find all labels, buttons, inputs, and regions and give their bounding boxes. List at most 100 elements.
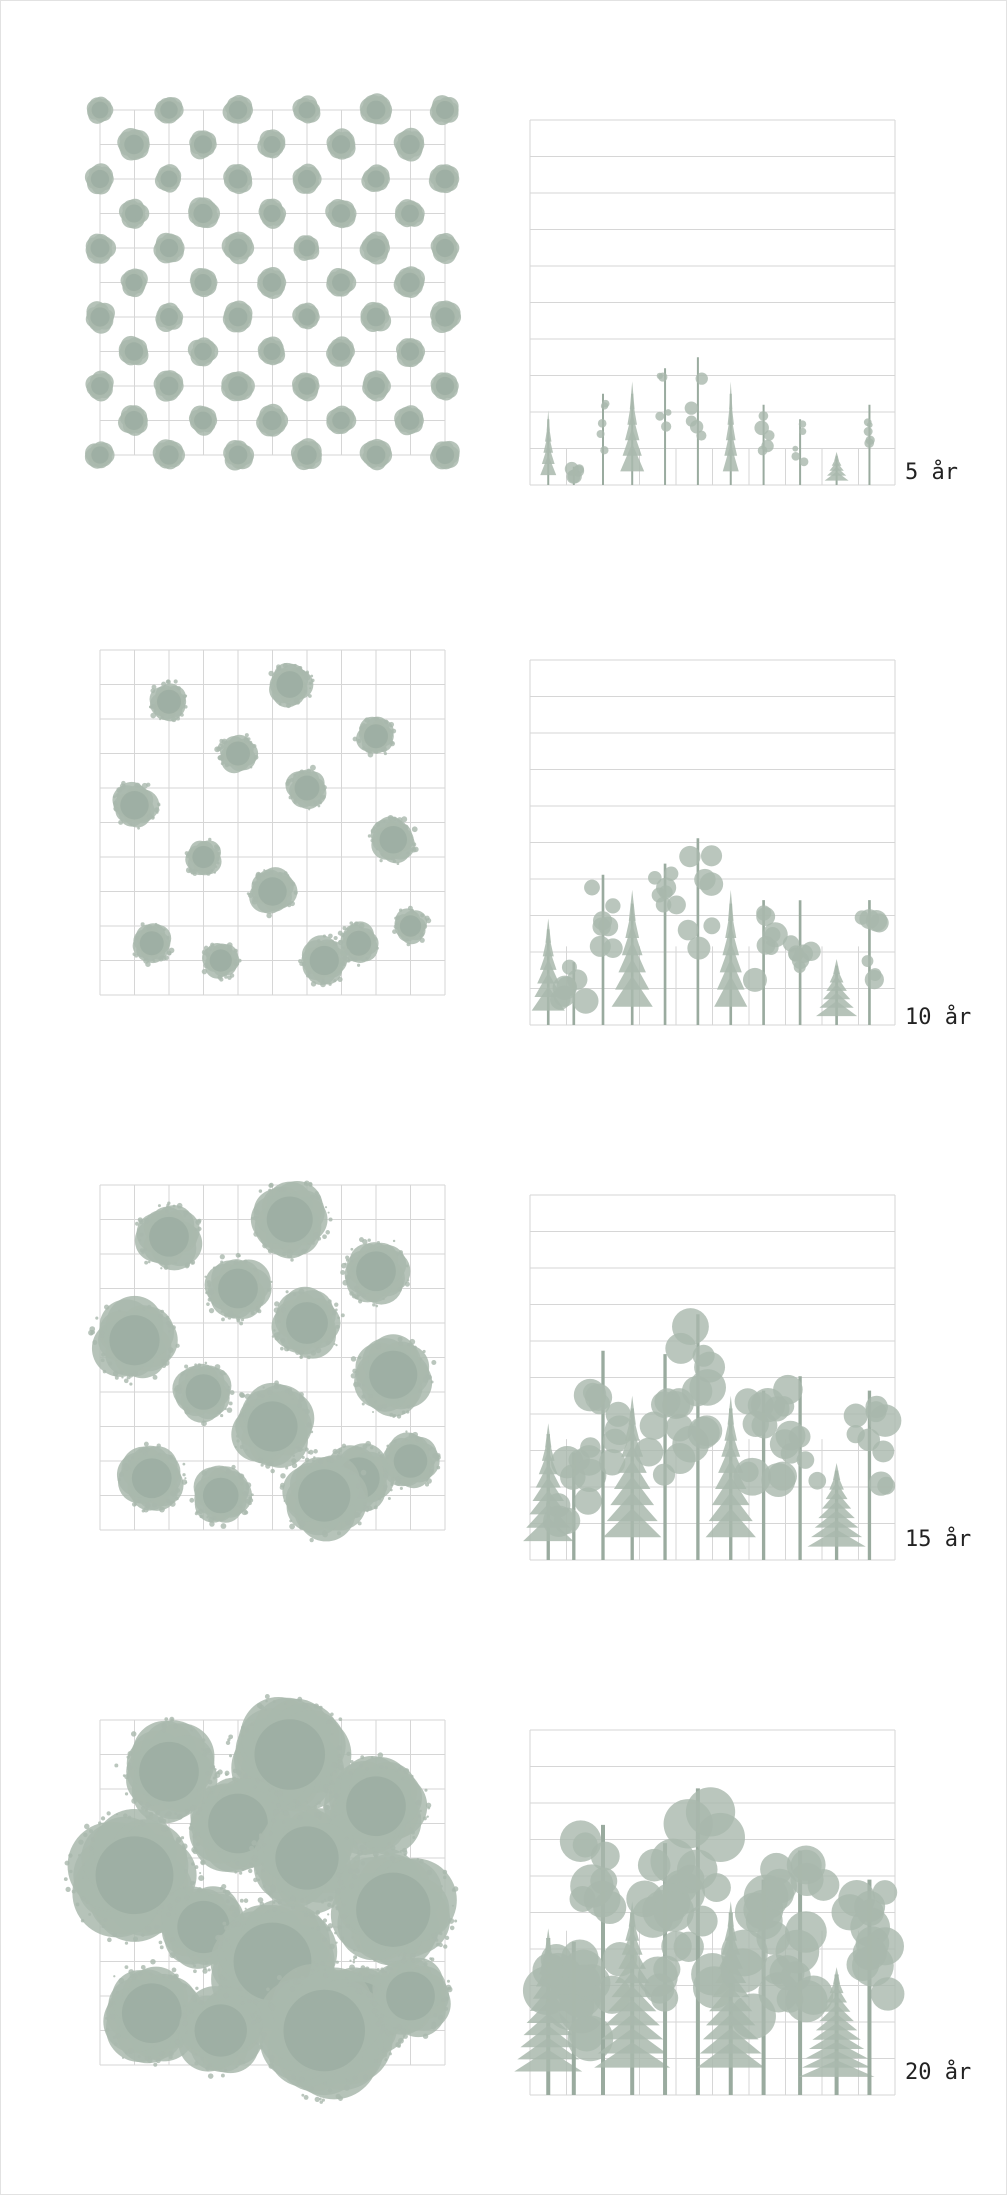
tree-crown-icon bbox=[326, 336, 355, 367]
tree-crown-icon bbox=[153, 370, 184, 402]
tree-crown-icon bbox=[392, 905, 432, 947]
tree-crown-icon bbox=[189, 268, 218, 298]
year-label: 5 år bbox=[905, 460, 958, 485]
tree-side-icon bbox=[843, 1390, 902, 1560]
tree-crown-icon bbox=[430, 233, 460, 264]
tree-crown-icon bbox=[204, 1252, 273, 1326]
tree-side-icon bbox=[831, 1879, 905, 2095]
tree-side-icon bbox=[863, 404, 875, 485]
tree-crown-icon bbox=[174, 1985, 267, 2079]
tree-side-icon bbox=[807, 1462, 866, 1560]
tree-crown-icon bbox=[367, 814, 419, 866]
tree-crown-icon bbox=[359, 93, 393, 125]
tree-side-icon bbox=[742, 900, 788, 1025]
tree-side-icon bbox=[677, 838, 724, 1025]
tree-crown-icon bbox=[85, 370, 114, 402]
tree-side-icon bbox=[684, 357, 708, 485]
tree-crown-icon bbox=[63, 1807, 205, 1945]
tree-crown-icon bbox=[292, 372, 320, 402]
elevation-grid bbox=[529, 1194, 896, 1561]
elevation-grid bbox=[529, 659, 896, 1026]
tree-crown-icon bbox=[189, 130, 217, 160]
tree-crown-icon bbox=[394, 405, 424, 436]
tree-crown-icon bbox=[120, 268, 148, 298]
tree-crown-icon bbox=[293, 235, 320, 261]
tree-side-icon bbox=[584, 874, 623, 1025]
tree-crown-icon bbox=[292, 302, 320, 330]
tree-crown-icon bbox=[279, 1449, 370, 1543]
tree-side-icon bbox=[543, 1445, 607, 1560]
tree-crown-icon bbox=[154, 96, 184, 124]
tree-side-icon bbox=[611, 889, 653, 1025]
tree-side-icon bbox=[564, 461, 585, 485]
tree-crown-icon bbox=[326, 128, 356, 160]
tree-crown-icon bbox=[134, 1201, 203, 1271]
tree-crown-icon bbox=[187, 337, 219, 367]
tree-crown-icon bbox=[201, 942, 242, 982]
tree-crown-icon bbox=[117, 127, 150, 161]
year-label: 10 år bbox=[905, 1005, 972, 1030]
elevation-view bbox=[529, 659, 896, 1026]
tree-crown-icon bbox=[430, 440, 460, 470]
elevation-view bbox=[523, 1194, 902, 1561]
tree-crown-icon bbox=[118, 198, 150, 229]
tree-crown-icon bbox=[86, 96, 114, 124]
tree-crown-icon bbox=[132, 922, 175, 967]
plan-view bbox=[88, 1180, 446, 1543]
tree-side-icon bbox=[816, 958, 858, 1025]
tree-crown-icon bbox=[88, 1295, 180, 1386]
tree-crown-icon bbox=[85, 301, 115, 334]
tree-crown-icon bbox=[225, 1694, 352, 1814]
tree-crown-icon bbox=[350, 1334, 437, 1419]
tree-crown-icon bbox=[221, 371, 255, 402]
tree-side-icon bbox=[559, 1820, 637, 2095]
tree-side-icon bbox=[714, 889, 748, 1025]
tree-side-icon bbox=[648, 863, 686, 1025]
stage-20-years: 20 år bbox=[0, 1694, 1007, 2120]
tree-crown-icon bbox=[214, 733, 259, 774]
tree-crown-icon bbox=[85, 233, 117, 264]
tree-crown-icon bbox=[298, 933, 351, 988]
tree-side-icon bbox=[540, 410, 557, 485]
tree-crown-icon bbox=[257, 336, 286, 366]
tree-side-icon bbox=[594, 1901, 671, 2095]
tree-crown-icon bbox=[292, 95, 321, 124]
tree-crown-icon bbox=[393, 127, 425, 162]
tree-crown-icon bbox=[250, 1960, 399, 2104]
elevation-view bbox=[514, 1729, 905, 2096]
tree-crown-icon bbox=[189, 1464, 254, 1529]
tree-crown-icon bbox=[396, 338, 426, 368]
tree-crown-icon bbox=[360, 301, 392, 333]
tree-side-icon bbox=[824, 451, 849, 485]
tree-side-icon bbox=[655, 368, 672, 485]
tree-crown-icon bbox=[359, 438, 393, 471]
tree-crown-icon bbox=[292, 163, 322, 194]
tree-crown-icon bbox=[155, 302, 184, 332]
tree-crown-icon bbox=[231, 1380, 315, 1474]
year-label: 20 år bbox=[905, 2060, 972, 2085]
tree-crown-icon bbox=[249, 1800, 366, 1917]
tree-crown-icon bbox=[188, 405, 218, 436]
tree-crown-icon bbox=[152, 439, 186, 470]
tree-crown-icon bbox=[250, 1180, 333, 1262]
stage-5-years: 5 år bbox=[0, 93, 1007, 510]
tree-crown-icon bbox=[118, 405, 148, 436]
tree-side-icon bbox=[603, 1395, 662, 1560]
tree-crown-icon bbox=[429, 95, 459, 126]
tree-crown-icon bbox=[184, 837, 222, 876]
tree-crown-icon bbox=[394, 199, 425, 228]
tree-crown-icon bbox=[271, 1286, 345, 1360]
tree-side-icon bbox=[596, 393, 610, 485]
tree-crown-icon bbox=[103, 1958, 206, 2067]
plan-view bbox=[84, 93, 462, 471]
tree-side-icon bbox=[722, 381, 739, 485]
tree-crown-icon bbox=[223, 164, 253, 195]
tree-side-icon bbox=[523, 1423, 574, 1560]
tree-crown-icon bbox=[428, 164, 460, 194]
tree-crown-icon bbox=[116, 1441, 188, 1513]
tree-crown-icon bbox=[361, 164, 390, 193]
tree-crown-icon bbox=[221, 231, 255, 265]
tree-crown-icon bbox=[340, 1237, 411, 1308]
tree-side-icon bbox=[620, 381, 645, 485]
tree-crown-icon bbox=[222, 95, 254, 124]
